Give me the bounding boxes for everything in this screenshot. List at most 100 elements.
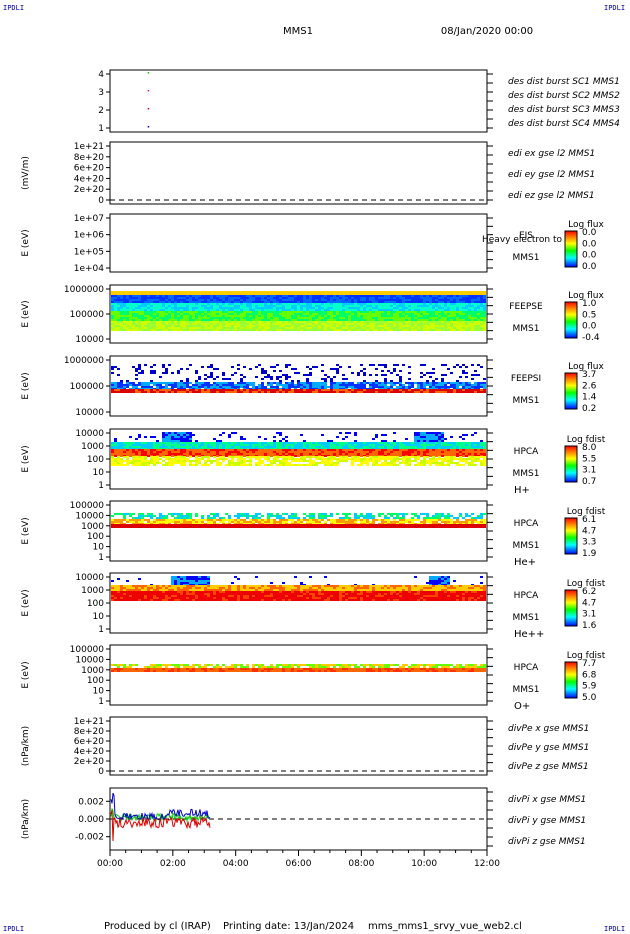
heatmap-cell xyxy=(360,307,363,309)
heatmap-cell xyxy=(423,436,426,438)
heatmap-cell xyxy=(435,301,438,303)
heatmap-cell xyxy=(483,325,486,327)
heatmap-cell xyxy=(216,323,219,325)
heatmap-cell xyxy=(150,389,153,391)
heatmap-cell xyxy=(282,305,285,307)
heatmap-cell xyxy=(273,295,276,297)
heatmap-cell xyxy=(417,327,420,329)
heatmap-cell xyxy=(465,384,468,386)
heatmap-cell xyxy=(231,307,234,309)
heatmap-cell xyxy=(285,319,288,321)
heatmap-cell xyxy=(147,462,150,464)
heatmap-cell xyxy=(177,291,180,293)
heatmap-cell xyxy=(183,432,186,434)
heatmap-cell xyxy=(327,313,330,315)
heatmap-cell xyxy=(255,307,258,309)
heatmap-cell xyxy=(276,382,279,384)
heatmap-cell xyxy=(324,449,327,451)
heatmap-cell xyxy=(483,453,486,455)
heatmap-cell xyxy=(378,323,381,325)
heatmap-cell xyxy=(273,305,276,307)
heatmap-cell xyxy=(129,299,132,301)
heatmap-cell xyxy=(276,384,279,386)
heatmap-cell xyxy=(195,380,198,382)
heatmap-cell xyxy=(180,384,183,386)
heatmap-cell xyxy=(114,307,117,309)
heatmap-cell xyxy=(321,307,324,309)
heatmap-cell xyxy=(459,325,462,327)
heatmap-cell xyxy=(366,293,369,295)
heatmap-cell xyxy=(171,291,174,293)
heatmap-cell xyxy=(468,386,471,388)
feepsi-sparse xyxy=(111,364,486,382)
heatmap-cell xyxy=(156,386,159,388)
heatmap-cell xyxy=(309,449,312,451)
heatmap-cell xyxy=(141,301,144,303)
heatmap-cell xyxy=(132,384,135,386)
heatmap-cell xyxy=(357,319,360,321)
heatmap-cell xyxy=(246,291,249,293)
heatmap-cell xyxy=(432,295,435,297)
heatmap-cell xyxy=(414,438,417,440)
heatmap-cell xyxy=(141,305,144,307)
heatmap-cell xyxy=(246,297,249,299)
heatmap-cell xyxy=(294,295,297,297)
heatmap-cell xyxy=(336,329,339,331)
heatmap-cell xyxy=(177,309,180,311)
heatmap-cell xyxy=(444,438,447,440)
heatmap-cell xyxy=(396,325,399,327)
heatmap-cell xyxy=(183,464,186,466)
heatmap-cell xyxy=(156,451,159,453)
heatmap-cell xyxy=(441,451,444,453)
heatmap-cell xyxy=(336,364,339,366)
heatmap-cell xyxy=(345,327,348,329)
heatmap-cell xyxy=(315,307,318,309)
heatmap-cell xyxy=(240,297,243,299)
heatmap-cell xyxy=(300,303,303,305)
heatmap-cell xyxy=(255,305,258,307)
heatmap-cell xyxy=(195,446,198,448)
heatmap-cell xyxy=(483,442,486,444)
heatmap-cell xyxy=(228,295,231,297)
heatmap-cell xyxy=(273,456,276,458)
heatmap-cell xyxy=(174,301,177,303)
heatmap-cell xyxy=(204,378,207,380)
heatmap-cell xyxy=(474,370,477,372)
heatmap-cell xyxy=(477,374,480,376)
heatmap-cell xyxy=(120,325,123,327)
heatmap-cell xyxy=(444,444,447,446)
heatmap-cell xyxy=(237,321,240,323)
heatmap-cell xyxy=(324,455,327,457)
heatmap-cell xyxy=(390,389,393,391)
heatmap-cell xyxy=(336,325,339,327)
heatmap-cell xyxy=(369,391,372,393)
heatmap-cell xyxy=(405,309,408,311)
heatmap-cell xyxy=(189,307,192,309)
heatmap-cell xyxy=(204,315,207,317)
heatmap-cell xyxy=(195,325,198,327)
heatmap-cell xyxy=(234,451,237,453)
heatmap-cell xyxy=(444,311,447,313)
heatmap-cell xyxy=(258,315,261,317)
heatmap-cell xyxy=(315,446,318,448)
heatmap-cell xyxy=(219,325,222,327)
heatmap-cell xyxy=(315,329,318,331)
heatmap-cell xyxy=(144,386,147,388)
heatmap-cell xyxy=(453,293,456,295)
heatmap-cell xyxy=(315,297,318,299)
heatmap-cell xyxy=(465,366,468,368)
heatmap-cell xyxy=(405,301,408,303)
heatmap-cell xyxy=(117,305,120,307)
heatmap-cell xyxy=(132,319,135,321)
heatmap-cell xyxy=(321,442,324,444)
heatmap-cell xyxy=(357,329,360,331)
heatmap-cell xyxy=(438,386,441,388)
heatmap-cell xyxy=(123,464,126,466)
heatmap-cell xyxy=(453,451,456,453)
heatmap-cell xyxy=(318,297,321,299)
heatmap-cell xyxy=(399,291,402,293)
heatmap-cell xyxy=(330,313,333,315)
heatmap-cell xyxy=(399,307,402,309)
heatmap-cell xyxy=(114,440,117,442)
